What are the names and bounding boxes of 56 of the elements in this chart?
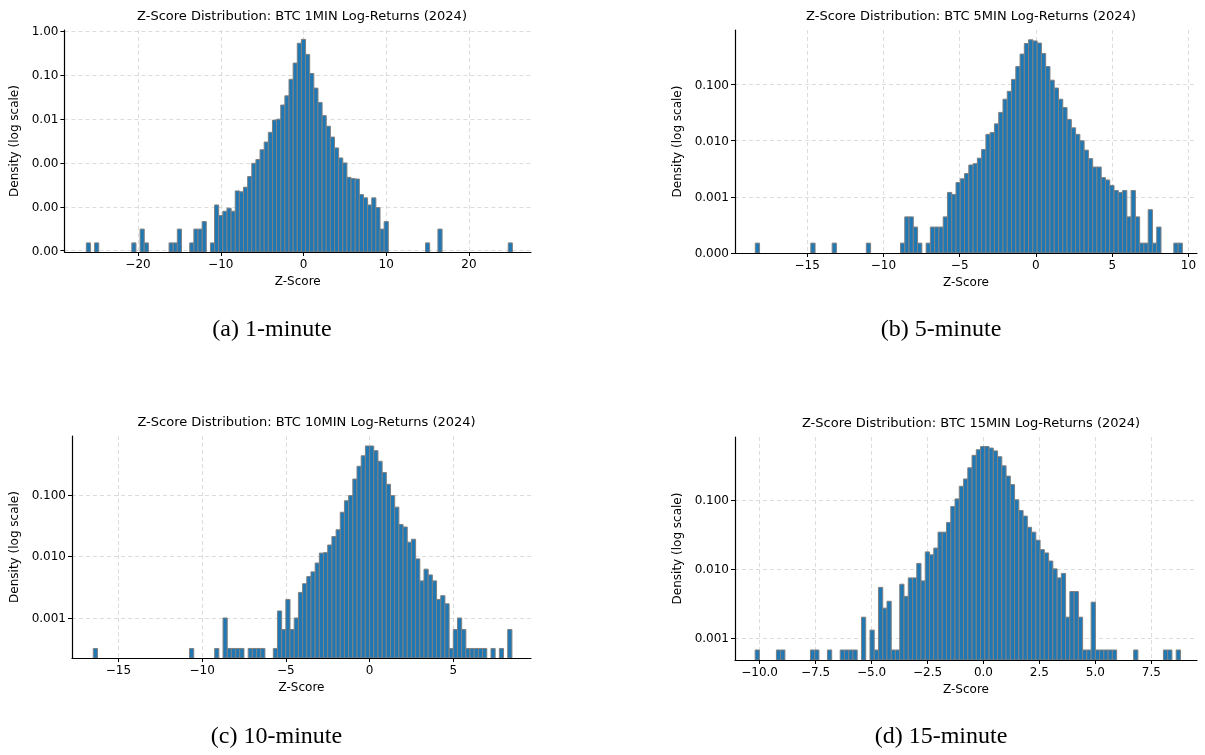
- x-tick-label: 20: [461, 257, 477, 271]
- x-tick-label: −5: [276, 663, 295, 677]
- text: (d) 15-minute: [874, 722, 1008, 748]
- y-axis-title: Density (log scale): [7, 85, 21, 197]
- y-tick-label: 0.00: [31, 155, 59, 170]
- y-tick-label: 0.100: [694, 77, 729, 92]
- x-tick-label: 10: [378, 257, 394, 271]
- y-tick-label: 0.00: [31, 199, 59, 214]
- y-axis-title: Density (log scale): [670, 85, 684, 198]
- x-tick-label: 2.5: [1029, 665, 1049, 679]
- y-tick-label: 1.00: [31, 24, 59, 39]
- chart-title: Z-Score Distribution: BTC 15MIN Log-Returns (2024): [801, 415, 1141, 430]
- y-tick-label: 0.100: [694, 492, 729, 507]
- y-tick-label: 0.001: [31, 610, 66, 625]
- x-axis-title: Z-Score: [274, 273, 321, 288]
- y-tick-label: 0.00: [31, 243, 59, 258]
- x-axis-title: Z-Score: [278, 679, 325, 694]
- x-tick-label: 5.0: [1085, 665, 1105, 679]
- x-tick-label: 0.0: [973, 665, 994, 679]
- y-tick-label: 0.100: [31, 487, 66, 502]
- x-tick-label: 5: [1108, 258, 1117, 272]
- x-tick-label: −5: [950, 258, 969, 272]
- chart-title: Z-Score Distribution: BTC 5MIN Log-Returns (2024): [806, 8, 1136, 23]
- y-tick-label: 0.010: [694, 133, 729, 148]
- x-tick-label: −15: [794, 258, 820, 272]
- x-tick-label: −5.0: [856, 665, 887, 679]
- chart-title: Z-Score Distribution: BTC 1MIN Log-Returns (2024): [137, 8, 467, 23]
- x-tick-label: −20: [125, 257, 151, 271]
- y-tick-label: 0.01: [31, 112, 59, 127]
- x-tick-label: 0: [365, 663, 374, 677]
- x-axis-title: Z-Score: [943, 681, 989, 696]
- y-tick-label: 0.000: [694, 246, 729, 260]
- y-tick-label: 0.010: [31, 549, 66, 564]
- x-tick-label: 0: [1032, 258, 1040, 272]
- chart-title: Z-Score Distribution: BTC 10MIN Log-Returns (2024): [137, 414, 476, 429]
- y-tick-label: 0.001: [694, 189, 729, 204]
- y-axis-title: Density (log scale): [670, 492, 684, 605]
- x-tick-label: −10: [870, 258, 897, 272]
- x-tick-label: 7.5: [1141, 665, 1161, 679]
- x-tick-label: −7.5: [801, 665, 831, 679]
- x-tick-label: −10: [208, 257, 234, 271]
- x-axis-title: Z-Score: [943, 274, 989, 289]
- y-tick-label: 0.010: [694, 561, 729, 576]
- x-tick-label: −2.5: [912, 665, 943, 679]
- text: (a) 1-minute: [212, 315, 332, 341]
- x-tick-label: 10: [1180, 258, 1197, 272]
- text: (b) 5-minute: [880, 315, 1002, 341]
- x-tick-label: −10.0: [741, 665, 779, 679]
- text: (c) 10-minute: [210, 722, 343, 748]
- y-tick-label: 0.001: [694, 630, 729, 645]
- x-tick-label: −10: [189, 663, 215, 677]
- x-tick-label: −15: [105, 663, 132, 677]
- x-tick-label: 5: [449, 663, 458, 677]
- x-tick-label: 0: [299, 257, 308, 271]
- y-tick-label: 0.10: [31, 68, 59, 83]
- y-axis-title: Density (log scale): [7, 491, 21, 603]
